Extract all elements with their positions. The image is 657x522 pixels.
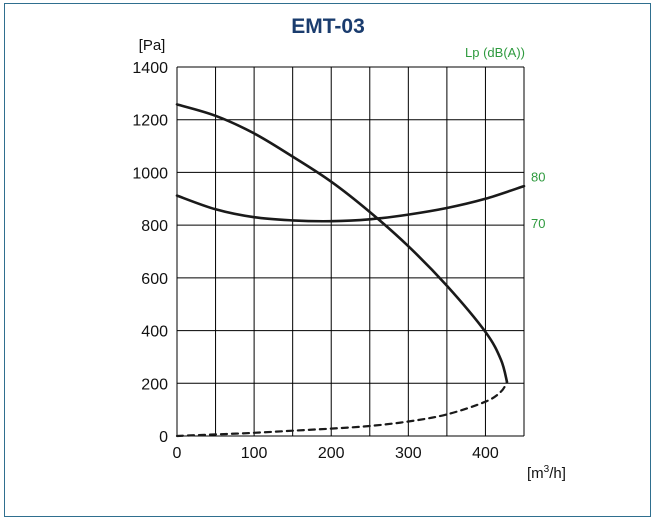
- x-tick-label: 200: [318, 445, 345, 462]
- x-tick-label: 0: [173, 445, 182, 462]
- y-tick-label: 600: [141, 271, 168, 288]
- pressure-curve: [175, 103, 509, 384]
- x-tick-label: 300: [395, 445, 422, 462]
- y-tick-label: 1200: [132, 113, 168, 130]
- chart-title: EMT-03: [291, 15, 365, 38]
- sound-level-curve: [175, 184, 526, 223]
- right-tick-label: 80: [531, 170, 545, 185]
- y-tick-label: 1000: [132, 165, 168, 182]
- y-tick-label: 400: [141, 324, 168, 341]
- chart-frame: [4, 3, 651, 517]
- y-axis-label: [Pa]: [139, 37, 166, 54]
- tick-labels: 0 100 200 300 400 0 200 400 600 800 1000 1200 1400 80…: [132, 60, 545, 462]
- y-tick-label: 0: [159, 429, 168, 446]
- right-tick-label: 70: [531, 216, 545, 231]
- x-axis-label: [m3/h]: [527, 464, 566, 482]
- y-tick-label: 800: [141, 218, 168, 235]
- x-tick-label: 400: [472, 445, 499, 462]
- y-tick-label: 200: [141, 376, 168, 393]
- unstable-pressure-curve: [175, 380, 509, 438]
- y-tick-label: 1400: [132, 60, 168, 77]
- curves: [175, 103, 526, 438]
- grid: [176, 66, 525, 437]
- x-tick-label: 100: [241, 445, 268, 462]
- right-axis-label: Lp (dB(A)): [465, 45, 525, 60]
